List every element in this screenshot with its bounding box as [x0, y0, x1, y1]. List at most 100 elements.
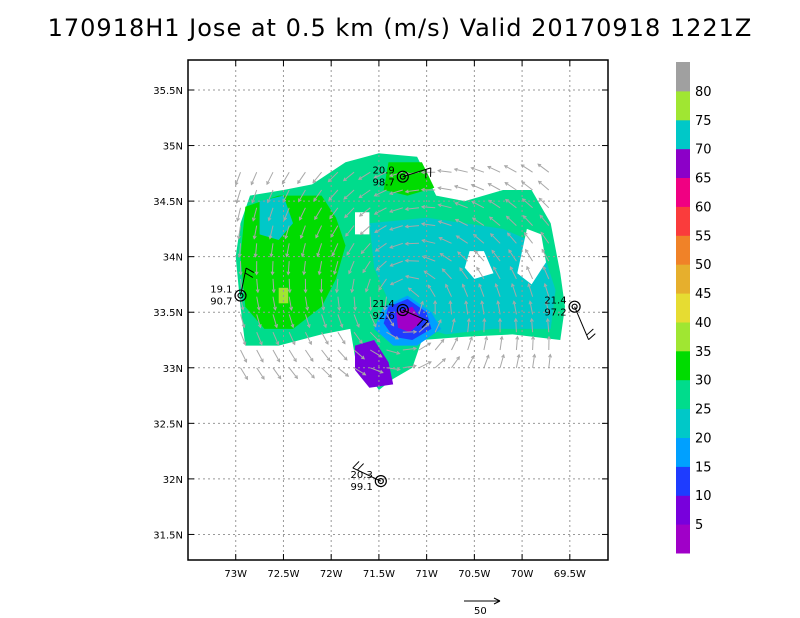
wind-vector [384, 296, 387, 310]
wind-vector-head [312, 179, 317, 184]
wind-vector-head [274, 323, 278, 329]
wind-vector [337, 296, 340, 311]
wind-vector-head [298, 216, 303, 221]
wind-vector [438, 170, 452, 173]
wind-vector [454, 185, 468, 191]
wind-vector-head [376, 338, 381, 343]
station-marker-inner [399, 173, 406, 180]
wind-vector-head [251, 217, 256, 222]
wind-vector-head [527, 282, 532, 288]
wind-vector [272, 332, 279, 345]
wind-vector [305, 367, 315, 379]
wind-vector [451, 337, 458, 351]
wind-vector-head [374, 229, 379, 233]
wind-vector [239, 243, 241, 257]
colorbar-swatch [676, 177, 690, 207]
wind-vector-head [234, 181, 239, 186]
wind-vector-head [546, 335, 551, 340]
wind-vector [353, 296, 356, 311]
wind-vector-head [501, 353, 505, 359]
wind-vector [330, 225, 339, 238]
wind-vector-head [270, 271, 275, 276]
wind-vector [358, 171, 371, 180]
wind-vector [504, 165, 517, 173]
wind-vector-head [531, 335, 536, 340]
wind-vector-head [503, 165, 508, 169]
wind-vector [389, 189, 403, 195]
wind-barb-feather [356, 463, 364, 471]
wind-vector [337, 314, 343, 328]
wind-vector [286, 243, 290, 257]
wind-vector-head [390, 322, 395, 327]
wind-vector-head [346, 251, 351, 256]
colorbar-swatch [676, 350, 690, 381]
wind-vector-head [311, 374, 315, 379]
wind-vector [386, 331, 399, 340]
wind-vector-head [515, 335, 520, 340]
wind-vector [374, 225, 387, 233]
wind-vector-head [487, 183, 492, 187]
colorbar-label: 55 [695, 229, 712, 244]
wind-vector [532, 336, 534, 351]
wind-vector [439, 237, 452, 244]
colorbar: 5 10 15 20 25 30 35 40 45 50 55 60 65 70 75 80 [676, 62, 712, 554]
wind-vector [528, 283, 534, 297]
wind-vector [370, 367, 383, 374]
wind-vector-head [358, 194, 363, 199]
wind-vector [389, 242, 403, 249]
wind-vector-head [389, 227, 394, 231]
wind-vector-head [276, 358, 281, 363]
wind-vector [418, 361, 432, 369]
wind-vector-head [459, 267, 464, 272]
wind-vector [454, 168, 468, 173]
wind-vector-head [522, 215, 527, 220]
wind-vector [284, 225, 290, 239]
wind-barb-feather [416, 318, 424, 326]
wind-vector [455, 202, 468, 209]
wind-vector [473, 234, 485, 244]
wind-vector-head [236, 235, 241, 240]
wind-vector [542, 266, 550, 280]
wind-vector [445, 284, 452, 297]
grid-lines [188, 60, 608, 560]
wind-vector-head [314, 216, 318, 221]
wind-vector-head [427, 284, 432, 289]
colorbar-label: 80 [695, 85, 712, 100]
wind-vector [515, 336, 518, 351]
wind-vector-head [257, 324, 262, 329]
wind-vector [313, 189, 323, 202]
wind-vector-head [256, 306, 261, 311]
wind-vector [508, 249, 517, 262]
wind-vector-head [368, 306, 373, 312]
wind-vector-head [388, 173, 394, 178]
colorbar-swatch [676, 235, 690, 265]
wind-vector-head [537, 163, 542, 168]
wind-vector-head [339, 323, 344, 329]
wind-vector [353, 331, 363, 344]
wind-vector-head [487, 165, 492, 170]
wind-vector-head [470, 166, 475, 171]
wind-vector [526, 266, 534, 280]
wind-vector [337, 367, 349, 377]
wind-vector [456, 235, 468, 244]
wind-barb [574, 306, 590, 340]
wind-vector [283, 207, 290, 221]
wind-vector [405, 260, 420, 262]
wind-vector [438, 220, 452, 227]
wind-vector-head [532, 353, 537, 358]
colorbar-swatch [676, 148, 690, 178]
wind-vector-head [506, 232, 511, 237]
wind-vector [474, 250, 485, 262]
wind-vector-head [293, 358, 297, 363]
wind-vector-head [420, 187, 425, 192]
wind-vector-head [461, 283, 466, 288]
wind-vector [390, 260, 403, 267]
wind-vector-head [511, 283, 515, 288]
wind-vector [300, 225, 306, 239]
wind-vector-head [360, 355, 365, 360]
wind-vector-head [425, 322, 430, 327]
wind-vector-head [275, 341, 280, 346]
wind-vector [522, 198, 533, 209]
wind-vector [238, 225, 241, 239]
wind-region-4 [259, 195, 293, 240]
